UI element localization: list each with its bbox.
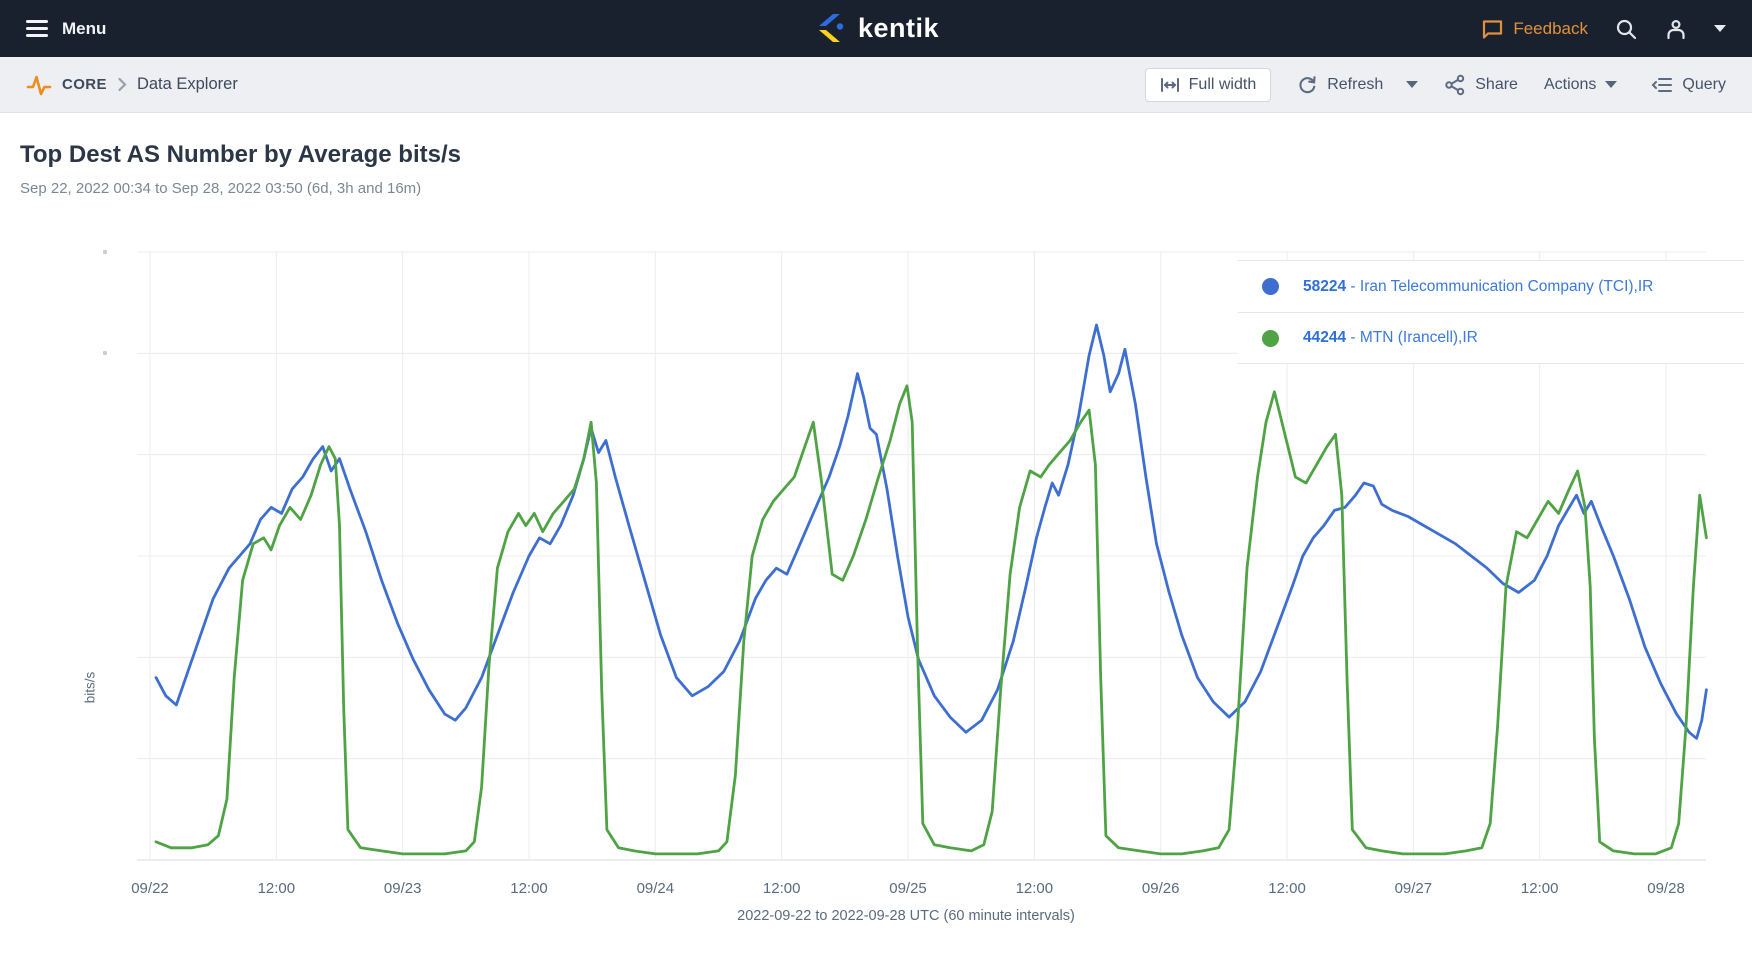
legend-as-number: 44244 (1303, 329, 1347, 346)
search-icon[interactable] (1614, 17, 1638, 41)
feedback-label: Feedback (1513, 18, 1588, 38)
x-axis-tick-label: 12:00 (510, 880, 548, 897)
series-line-44244[interactable] (154, 384, 1708, 856)
menu-label: Menu (62, 18, 107, 38)
x-axis-tick-label: 09/22 (131, 880, 169, 897)
legend-as-number: 58224 (1303, 277, 1347, 295)
top-nav-bar: Menu kentik Feedback (0, 0, 1752, 57)
full-width-icon (1160, 77, 1180, 93)
menu-button[interactable]: Menu (26, 19, 106, 39)
x-axis-tick-label: 12:00 (1521, 880, 1559, 897)
user-caret-down-icon[interactable] (1714, 25, 1726, 32)
x-axis-tick-label: 12:00 (1016, 880, 1054, 897)
legend-as-name: - MTN (Irancell),IR (1346, 329, 1478, 346)
x-axis-tick-label: 12:00 (1268, 880, 1306, 897)
x-axis-tick-label: 09/25 (889, 880, 927, 897)
kentik-logo[interactable]: kentik (813, 13, 939, 45)
chart-legend: 58224 - Iran Telecommunication Company (… (1238, 260, 1744, 364)
actions-caret-down-icon (1605, 81, 1618, 88)
query-button[interactable]: Query (1651, 76, 1726, 94)
refresh-button[interactable]: Refresh (1297, 74, 1419, 95)
legend-label: 44244 - MTN (Irancell),IR (1303, 329, 1478, 347)
breadcrumb-core[interactable]: CORE (62, 76, 107, 93)
refresh-icon (1297, 74, 1318, 95)
y-axis-tick-label (103, 351, 107, 355)
chart-area[interactable]: 09/22 12:00 09/23 12:00 09/24 12:00 09/25 12:00… (0, 210, 1752, 953)
x-axis-tick-label: 09/24 (637, 880, 675, 897)
legend-as-name: - Iran Telecommunication Company (TCI),I… (1346, 277, 1654, 295)
legend-item-44244[interactable]: 44244 - MTN (Irancell),IR (1238, 312, 1744, 364)
x-axis-tick-label: 09/26 (1142, 880, 1180, 897)
share-icon (1444, 74, 1466, 96)
breadcrumb: CORE Data Explorer (26, 72, 238, 98)
brand-name: kentik (857, 13, 940, 43)
refresh-label: Refresh (1327, 75, 1384, 93)
x-axis-caption: 2022-09-22 to 2022-09-28 UTC (60 minute … (737, 908, 1075, 924)
x-axis-tick-label: 09/23 (384, 880, 422, 897)
kentik-logo-icon (813, 13, 849, 45)
page-title: Top Dest AS Number by Average bits/s (20, 141, 461, 168)
y-axis-tick-label (103, 250, 107, 254)
series-line-58224[interactable] (154, 323, 1708, 740)
y-axis-label: bits/s (82, 671, 98, 704)
legend-dot-blue (1262, 278, 1279, 295)
toolbar: CORE Data Explorer Full width (0, 57, 1752, 113)
actions-label: Actions (1543, 75, 1597, 93)
query-icon (1651, 76, 1673, 94)
full-width-label: Full width (1188, 75, 1257, 93)
menu-icon (26, 20, 48, 37)
x-axis-tick-label: 09/28 (1647, 880, 1685, 897)
feedback-bubble-icon (1481, 18, 1504, 40)
feedback-button[interactable]: Feedback (1481, 18, 1588, 40)
query-label: Query (1682, 75, 1726, 93)
x-axis-tick-label: 09/27 (1395, 880, 1433, 897)
actions-button[interactable]: Actions (1543, 75, 1618, 94)
legend-dot-green (1262, 329, 1279, 347)
refresh-caret-down-icon[interactable] (1406, 81, 1419, 88)
breadcrumb-data-explorer[interactable]: Data Explorer (136, 75, 238, 93)
legend-label: 58224 - Iran Telecommunication Company (… (1303, 278, 1653, 296)
user-icon[interactable] (1664, 17, 1688, 41)
page-subtitle: Sep 22, 2022 00:34 to Sep 28, 2022 03:50… (20, 180, 422, 197)
x-axis-tick-label: 12:00 (258, 880, 296, 897)
pulse-icon (26, 72, 52, 98)
x-axis-tick-label: 12:00 (763, 880, 801, 897)
full-width-button[interactable]: Full width (1144, 67, 1272, 102)
chevron-right-icon (117, 77, 127, 92)
share-label: Share (1475, 75, 1518, 93)
share-button[interactable]: Share (1444, 74, 1518, 96)
legend-item-58224[interactable]: 58224 - Iran Telecommunication Company (… (1238, 260, 1744, 312)
